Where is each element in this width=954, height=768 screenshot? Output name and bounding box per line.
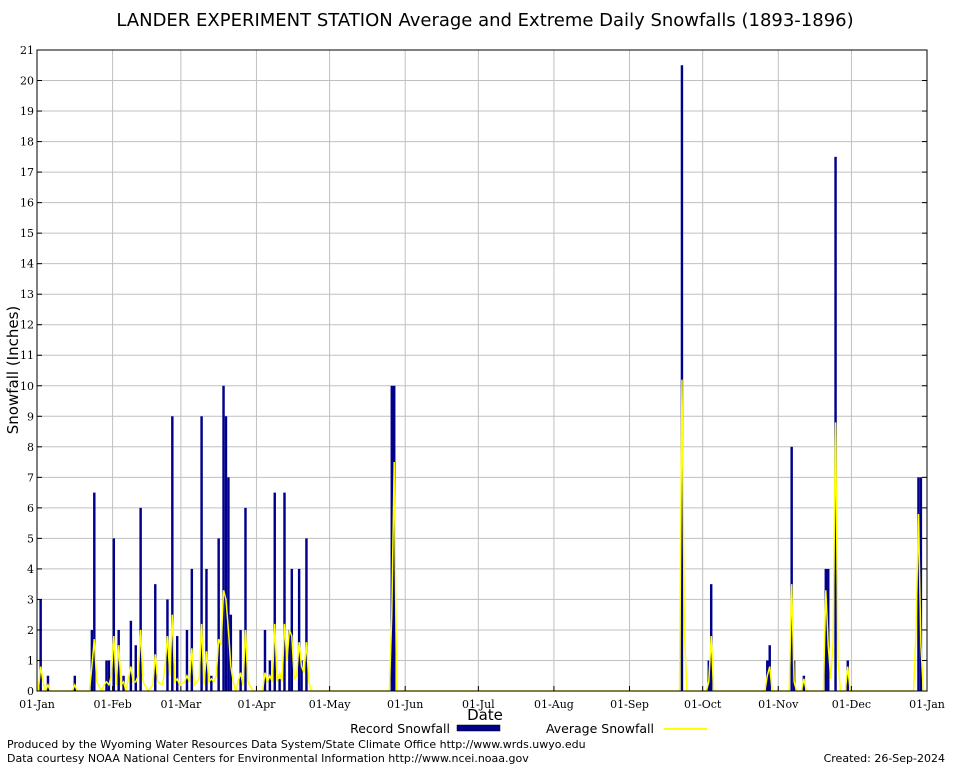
y-tick-label: 1	[27, 654, 34, 667]
record-snowfall-bar	[222, 385, 225, 691]
x-tick-label: 01-Dec	[832, 698, 871, 711]
y-tick-label: 4	[27, 563, 34, 576]
record-snowfall-bar	[217, 538, 220, 691]
legend-record-label: Record Snowfall	[350, 721, 450, 736]
y-tick-label: 2	[27, 624, 34, 637]
x-tick-label: 01-Apr	[237, 698, 276, 711]
y-tick-label: 15	[20, 227, 34, 240]
record-snowfall-bar	[273, 492, 276, 691]
y-tick-label: 21	[20, 44, 34, 57]
record-snowfall-bar	[297, 568, 301, 691]
x-axis-title: Date	[467, 706, 503, 724]
legend-average-label: Average Snowfall	[546, 721, 654, 736]
y-tick-label: 12	[20, 319, 34, 332]
record-snowfall-bar	[224, 416, 228, 691]
footer-created: Created: 26-Sep-2024	[824, 752, 945, 765]
record-snowfall-bar	[305, 538, 308, 691]
x-tick-label: 01-Jan	[19, 698, 55, 711]
chart-title: LANDER EXPERIMENT STATION Average and Ex…	[116, 10, 853, 31]
x-tick-label: 01-Sep	[610, 698, 649, 711]
y-tick-label: 17	[20, 166, 34, 179]
record-snowfall-bar	[263, 629, 267, 691]
record-snowfall-bar	[154, 584, 157, 691]
record-snowfall-bar	[239, 629, 242, 691]
average-snowfall-series	[37, 379, 929, 694]
record-snowfall-bar	[93, 492, 96, 691]
record-snowfall-bar	[200, 416, 203, 691]
legend-record-swatch	[456, 724, 501, 732]
record-snowfall-bar	[290, 568, 294, 691]
gridlines	[37, 50, 927, 691]
record-snowfall-bar	[107, 660, 111, 691]
legend: Record Snowfall Average Snowfall	[350, 721, 707, 736]
y-axis-title: Snowfall (Inches)	[4, 306, 22, 434]
x-tick-label: 01-Jan	[909, 698, 945, 711]
record-snowfall-bar	[824, 568, 828, 691]
record-snowfall-bar	[846, 660, 849, 691]
x-tick-label: 01-Jun	[387, 698, 423, 711]
y-tick-label: 0	[27, 685, 34, 698]
x-tick-label: 01-Jul	[462, 698, 495, 711]
record-snowfall-bar	[117, 629, 120, 691]
y-tick-label: 9	[27, 410, 34, 423]
record-snowfall-bar	[105, 660, 108, 691]
record-snowfall-bar	[190, 568, 194, 691]
record-snowfall-bar	[680, 65, 684, 691]
record-snowfall-bar	[139, 507, 142, 691]
record-snowfall-bar	[244, 507, 247, 691]
record-snowfall-bar	[283, 492, 286, 691]
y-tick-label: 11	[20, 349, 34, 362]
y-tick-label: 7	[27, 471, 34, 484]
record-snowfall-bar	[919, 477, 923, 691]
y-tick-label: 16	[20, 197, 34, 210]
y-tick-label: 13	[20, 288, 34, 301]
footer-producer: Produced by the Wyoming Water Resources …	[7, 738, 586, 751]
record-snowfall-bar	[393, 385, 396, 691]
record-snowfall-bar	[229, 614, 233, 691]
y-tick-label: 20	[20, 75, 34, 88]
x-tick-label: 01-Feb	[93, 698, 131, 711]
y-tick-label: 8	[27, 441, 34, 454]
record-snowfall-bar	[205, 568, 208, 691]
y-tick-label: 10	[20, 380, 34, 393]
x-tick-label: 01-Nov	[758, 698, 799, 711]
record-snowfall-bar	[171, 416, 174, 691]
record-snowfall-bar	[39, 599, 42, 691]
record-snowfall-bar	[278, 678, 281, 691]
record-snowfall-bar	[227, 477, 230, 691]
average-snowfall-line	[37, 379, 929, 694]
y-tick-label: 14	[20, 258, 34, 271]
record-snowfall-bar	[917, 477, 920, 691]
record-snowfall-bar	[175, 636, 179, 691]
y-tick-label: 5	[27, 532, 34, 545]
record-snowfall-bar	[210, 675, 213, 691]
x-axis-ticks: 01-Jan 01-Feb 01-Mar 01-Apr 01-May 01-Jun 01-J…	[19, 686, 945, 711]
record-snowfall-bar	[300, 660, 303, 691]
record-snowfall-bar	[802, 675, 806, 691]
x-tick-label: 01-May	[309, 698, 352, 711]
record-snowfall-bar	[129, 620, 133, 691]
record-snowfall-bar	[790, 446, 793, 691]
plot-frame	[36, 49, 928, 692]
y-tick-label: 18	[20, 136, 34, 149]
record-snowfall-series	[39, 65, 923, 692]
x-tick-label: 01-Mar	[160, 698, 202, 711]
footer-data-source: Data courtesy NOAA National Centers for …	[7, 752, 529, 765]
record-snowfall-bar	[112, 538, 116, 691]
record-snowfall-bar	[288, 629, 291, 691]
y-tick-label: 3	[27, 593, 34, 606]
y-tick-label: 6	[27, 502, 34, 515]
record-snowfall-bar	[185, 629, 189, 691]
y-tick-label: 19	[20, 105, 34, 118]
x-tick-label: 01-Aug	[534, 698, 574, 711]
record-snowfall-bar	[134, 645, 137, 691]
x-tick-label: 01-Oct	[684, 698, 722, 711]
record-snowfall-bar	[390, 385, 393, 691]
